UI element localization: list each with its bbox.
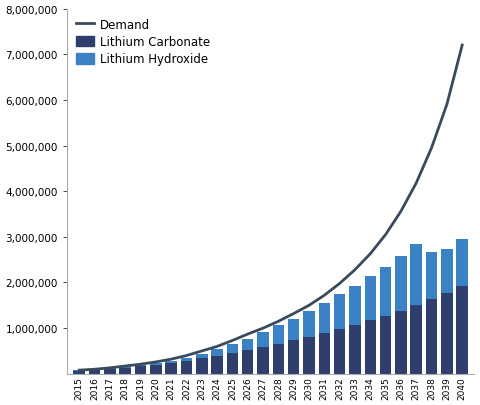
Bar: [303, 337, 315, 374]
Bar: [257, 333, 269, 347]
Bar: [426, 300, 437, 374]
Bar: [135, 367, 146, 374]
Bar: [135, 365, 146, 367]
Bar: [426, 252, 437, 300]
Bar: [288, 319, 300, 341]
Bar: [180, 358, 192, 361]
Bar: [303, 311, 315, 337]
Bar: [211, 349, 223, 356]
Bar: [334, 294, 346, 329]
Bar: [319, 303, 330, 333]
Bar: [73, 371, 85, 374]
Bar: [227, 344, 238, 353]
Bar: [104, 369, 116, 374]
Bar: [89, 370, 100, 374]
Bar: [410, 244, 422, 305]
Bar: [196, 354, 207, 358]
Legend: Demand, Lithium Carbonate, Lithium Hydroxide: Demand, Lithium Carbonate, Lithium Hydro…: [73, 15, 214, 70]
Bar: [242, 350, 253, 374]
Bar: [441, 249, 453, 294]
Bar: [395, 256, 407, 311]
Bar: [456, 239, 468, 286]
Bar: [273, 326, 284, 344]
Bar: [349, 286, 360, 325]
Bar: [456, 286, 468, 374]
Bar: [364, 321, 376, 374]
Bar: [242, 339, 253, 350]
Bar: [180, 361, 192, 374]
Bar: [227, 353, 238, 374]
Bar: [150, 365, 162, 374]
Bar: [150, 364, 162, 365]
Bar: [319, 333, 330, 374]
Bar: [334, 329, 346, 374]
Bar: [349, 325, 360, 374]
Bar: [120, 368, 131, 374]
Bar: [273, 344, 284, 374]
Bar: [380, 267, 391, 316]
Bar: [196, 358, 207, 374]
Bar: [166, 363, 177, 374]
Bar: [257, 347, 269, 374]
Bar: [120, 367, 131, 368]
Bar: [380, 316, 391, 374]
Bar: [288, 341, 300, 374]
Bar: [395, 311, 407, 374]
Bar: [410, 305, 422, 374]
Bar: [211, 356, 223, 374]
Bar: [441, 294, 453, 374]
Bar: [364, 276, 376, 321]
Bar: [166, 361, 177, 363]
